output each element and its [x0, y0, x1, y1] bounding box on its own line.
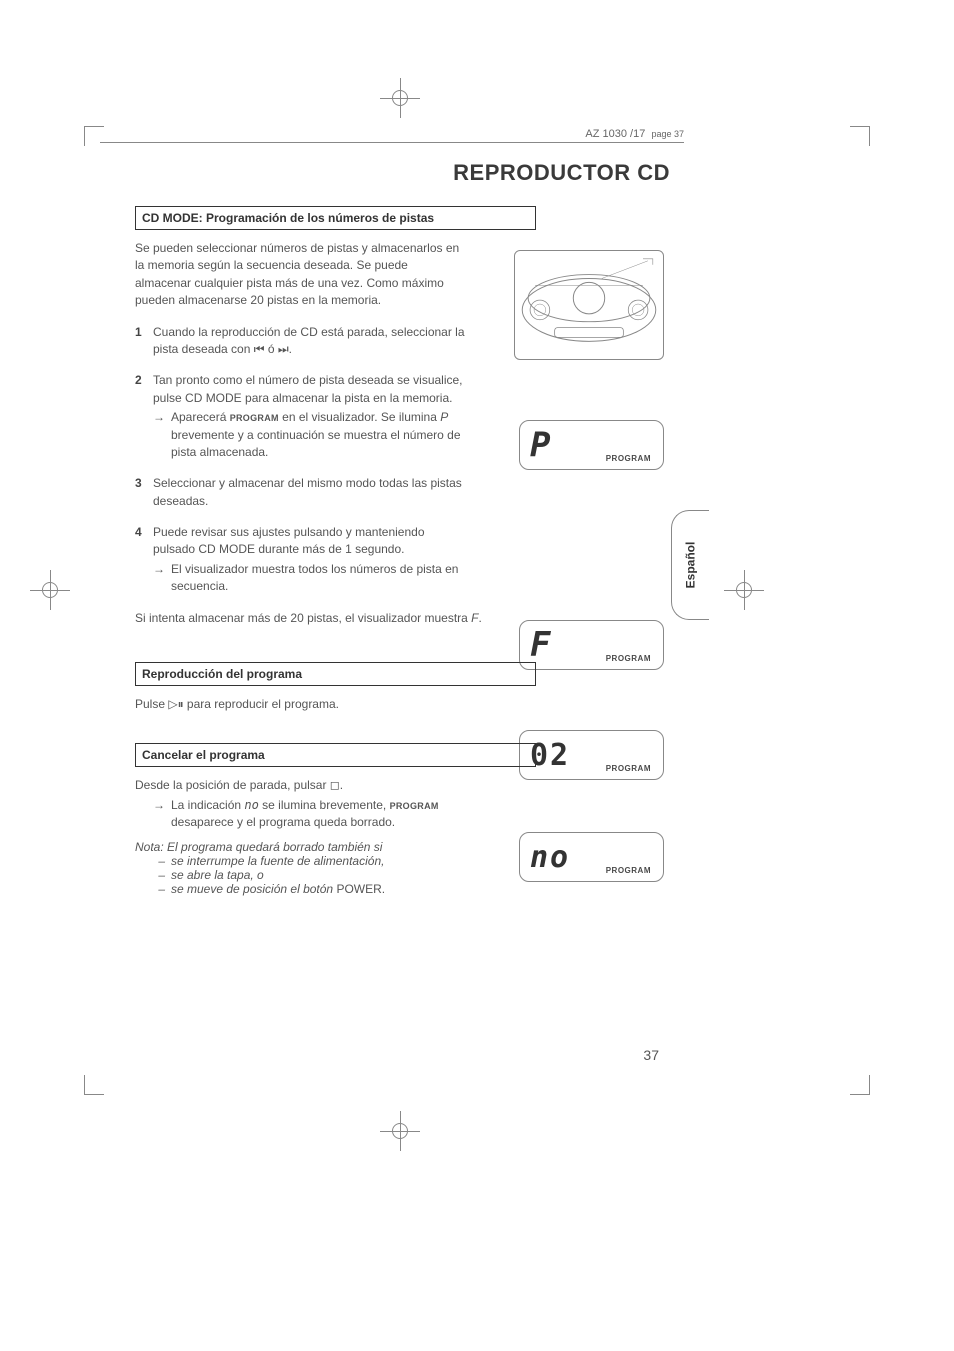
- step-number: 3: [135, 475, 153, 510]
- language-label: Español: [684, 542, 698, 589]
- step-text: Seleccionar y almacenar del mismo modo t…: [153, 475, 467, 510]
- page-ref: page 37: [651, 129, 684, 139]
- step-list: 1 Cuando la reproducción de CD está para…: [135, 324, 467, 596]
- tail-line: Si intenta almacenar más de 20 pistas, e…: [135, 610, 670, 627]
- intro-text: Se pueden seleccionar números de pistas …: [135, 240, 467, 310]
- step-sub-text: El visualizador muestra todos los número…: [171, 561, 467, 596]
- section-cd-mode: CD MODE: Programación de los números de …: [135, 206, 670, 627]
- registration-mark: [724, 570, 764, 610]
- page-header: AZ 1030 /17 page 37: [100, 128, 684, 143]
- note-item: se abre la tapa, o: [171, 868, 264, 882]
- body-line: Desde la posición de parada, pulsar ◻.: [135, 777, 467, 794]
- registration-mark: [380, 78, 420, 118]
- step-text: Cuando la reproducción de CD está parada…: [153, 324, 467, 359]
- note-block: Nota: El programa quedará borrado tambié…: [135, 840, 670, 896]
- crop-mark: [850, 1075, 870, 1095]
- model-number: AZ 1030 /17: [585, 128, 645, 140]
- step-number: 1: [135, 324, 153, 359]
- sub-text: La indicación no se ilumina brevemente, …: [171, 797, 467, 832]
- step-number: 2: [135, 372, 153, 461]
- page-number: 37: [643, 1047, 659, 1063]
- note-item: se mueve de posición el botón POWER.: [171, 882, 385, 896]
- step-number: 4: [135, 524, 153, 596]
- step-text: Puede revisar sus ajustes pulsando y man…: [153, 525, 425, 556]
- arrow-icon: →: [153, 561, 171, 596]
- step-3: 3 Seleccionar y almacenar del mismo modo…: [135, 475, 467, 510]
- note-item: se interrumpe la fuente de alimentación,: [171, 854, 384, 868]
- arrow-icon: →: [153, 409, 171, 461]
- section-heading: CD MODE: Programación de los números de …: [135, 206, 536, 230]
- page-title: REPRODUCTOR CD: [135, 160, 670, 186]
- note-title: Nota: El programa quedará borrado tambié…: [135, 840, 670, 854]
- crop-mark: [84, 1075, 104, 1095]
- body-text: Pulse ▷⏸ para reproducir el programa.: [135, 696, 670, 713]
- language-tab: Español: [671, 510, 709, 620]
- step-2: 2 Tan pronto como el número de pista des…: [135, 372, 467, 461]
- step-1: 1 Cuando la reproducción de CD está para…: [135, 324, 467, 359]
- section-heading: Cancelar el programa: [135, 743, 536, 767]
- section-play-program: Reproducción del programa Pulse ▷⏸ para …: [135, 662, 670, 713]
- step-4: 4 Puede revisar sus ajustes pulsando y m…: [135, 524, 467, 596]
- registration-mark: [30, 570, 70, 610]
- step-text: Tan pronto como el número de pista desea…: [153, 373, 463, 404]
- registration-mark: [380, 1111, 420, 1151]
- section-heading: Reproducción del programa: [135, 662, 536, 686]
- arrow-icon: →: [153, 797, 171, 832]
- step-sub-text: Aparecerá PROGRAM en el visualizador. Se…: [171, 409, 467, 461]
- section-cancel-program: Cancelar el programa Desde la posición d…: [135, 743, 670, 895]
- crop-mark: [850, 126, 870, 146]
